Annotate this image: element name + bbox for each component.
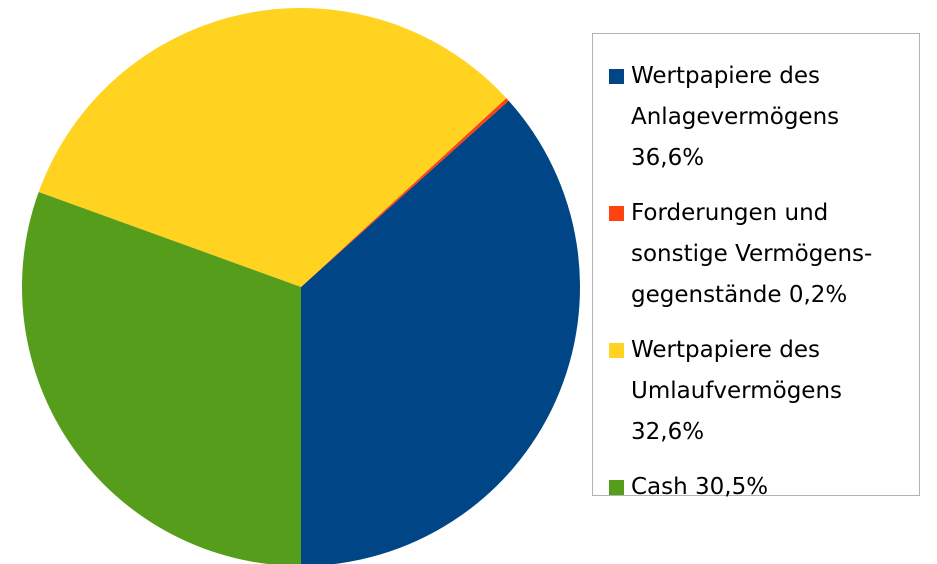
legend-swatch (609, 480, 624, 495)
legend-entry: Forderungen und sonstige Vermögens­gegen… (609, 193, 909, 316)
legend-label: Cash (631, 474, 688, 500)
pie-slice (22, 191, 301, 564)
legend-label: Wertpapiere des Anlagevermögens (631, 63, 840, 130)
legend-entry: Wertpapiere des Umlaufvermögens 32,6% (609, 330, 909, 453)
pie-slice (38, 8, 507, 288)
legend-entry: Cash 30,5% (609, 467, 909, 508)
legend-swatch (609, 343, 624, 358)
legend-label: Forderungen und sonstige Vermögens­gegen… (631, 200, 873, 308)
legend-swatch (609, 69, 624, 84)
legend-entry: Wertpapiere des Anlagevermögens 36,6% (609, 56, 909, 179)
pie-slice (301, 98, 509, 287)
legend-swatch (609, 206, 624, 221)
legend-label: Wertpapiere des Umlaufvermögens (631, 337, 842, 404)
legend-value: 36,6% (631, 145, 705, 171)
legend-value: 30,5% (695, 474, 769, 500)
pie-slice (301, 100, 580, 564)
legend-value: 0,2% (788, 282, 848, 308)
legend-value: 32,6% (631, 419, 705, 445)
legend: Wertpapiere des Anlagevermögens 36,6% For… (592, 33, 920, 500)
